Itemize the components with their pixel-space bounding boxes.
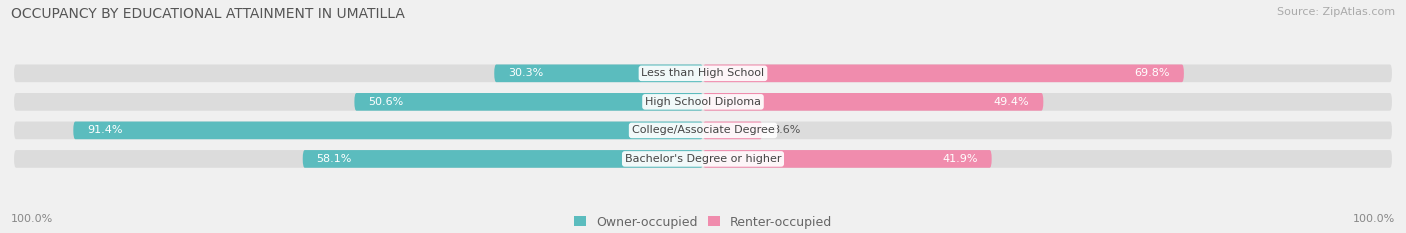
Text: Bachelor's Degree or higher: Bachelor's Degree or higher bbox=[624, 154, 782, 164]
FancyBboxPatch shape bbox=[703, 122, 762, 139]
FancyBboxPatch shape bbox=[495, 65, 703, 82]
Text: 30.3%: 30.3% bbox=[508, 68, 543, 78]
Text: OCCUPANCY BY EDUCATIONAL ATTAINMENT IN UMATILLA: OCCUPANCY BY EDUCATIONAL ATTAINMENT IN U… bbox=[11, 7, 405, 21]
Text: 91.4%: 91.4% bbox=[87, 125, 122, 135]
FancyBboxPatch shape bbox=[703, 65, 1184, 82]
Text: Less than High School: Less than High School bbox=[641, 68, 765, 78]
FancyBboxPatch shape bbox=[14, 65, 1392, 82]
Legend: Owner-occupied, Renter-occupied: Owner-occupied, Renter-occupied bbox=[574, 216, 832, 229]
Text: College/Associate Degree: College/Associate Degree bbox=[631, 125, 775, 135]
FancyBboxPatch shape bbox=[14, 122, 1392, 139]
Text: 41.9%: 41.9% bbox=[942, 154, 979, 164]
FancyBboxPatch shape bbox=[14, 93, 1392, 111]
FancyBboxPatch shape bbox=[302, 150, 703, 168]
FancyBboxPatch shape bbox=[14, 150, 1392, 168]
Text: 100.0%: 100.0% bbox=[1353, 214, 1395, 224]
FancyBboxPatch shape bbox=[703, 150, 991, 168]
Text: 58.1%: 58.1% bbox=[316, 154, 352, 164]
Text: Source: ZipAtlas.com: Source: ZipAtlas.com bbox=[1277, 7, 1395, 17]
Text: 100.0%: 100.0% bbox=[11, 214, 53, 224]
Text: 50.6%: 50.6% bbox=[368, 97, 404, 107]
FancyBboxPatch shape bbox=[354, 93, 703, 111]
Text: 8.6%: 8.6% bbox=[772, 125, 801, 135]
Text: 49.4%: 49.4% bbox=[994, 97, 1029, 107]
FancyBboxPatch shape bbox=[703, 93, 1043, 111]
FancyBboxPatch shape bbox=[73, 122, 703, 139]
Text: High School Diploma: High School Diploma bbox=[645, 97, 761, 107]
Text: 69.8%: 69.8% bbox=[1135, 68, 1170, 78]
